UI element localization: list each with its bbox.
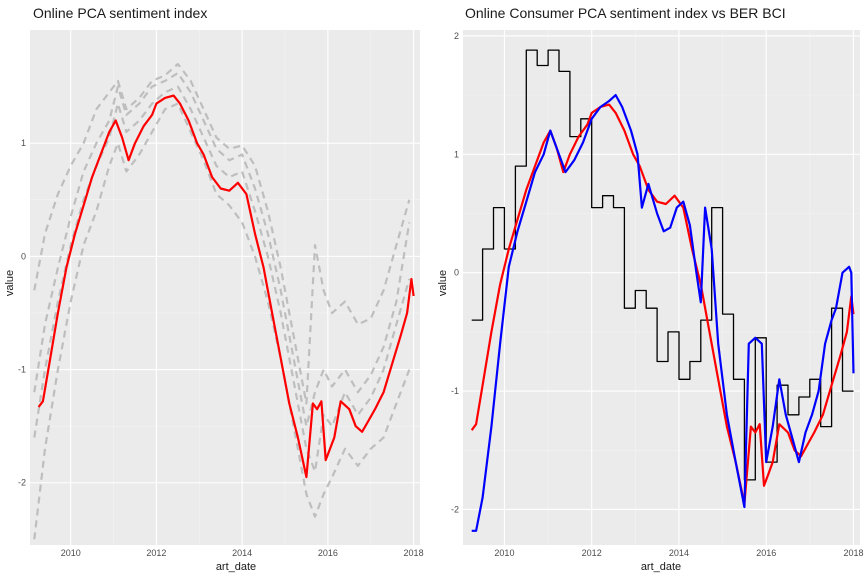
pca-sentiment-panel: 2010 2012 2014 2016 2018 -2 -1 0 1 Online PCA se… [4, 5, 424, 573]
component-line [33, 62, 411, 405]
tick-labels: 2010 2012 2014 2016 2018 -2 -1 0 1 [18, 138, 424, 558]
x-axis-title: art_date [216, 561, 256, 573]
y-axis-title: value [437, 270, 449, 296]
y-tick-label: 1 [454, 149, 459, 159]
grid-lines [30, 30, 420, 545]
y-tick-label: -2 [451, 504, 459, 514]
y-tick-label: 0 [21, 251, 26, 261]
chart-title: Online PCA sentiment index [33, 5, 207, 21]
series-layer [33, 62, 415, 540]
x-axis-title: art_date [641, 561, 681, 573]
y-tick-label: -2 [18, 478, 26, 488]
plot-background [463, 30, 860, 545]
x-tick-label: 2018 [404, 548, 424, 558]
component-line [33, 102, 411, 540]
x-tick-label: 2012 [582, 548, 602, 558]
component-line [33, 85, 411, 473]
y-axis-title: value [4, 270, 16, 296]
index-line [37, 94, 415, 479]
consumer-vs-ber-panel: 2010 2012 2014 2016 2018 -2 -1 0 1 2 Online Consu… [437, 5, 863, 573]
x-tick-label: 2014 [669, 548, 689, 558]
x-tick-label: 2018 [843, 548, 863, 558]
x-tick-label: 2014 [232, 548, 252, 558]
component-line [33, 71, 411, 428]
y-tick-label: 0 [454, 268, 459, 278]
plot-background [30, 30, 420, 545]
consumer-component-line [471, 93, 855, 532]
ber-bci-line [471, 49, 854, 481]
x-tick-label: 2010 [494, 548, 514, 558]
x-tick-label: 2016 [756, 548, 776, 558]
chart-title: Online Consumer PCA sentiment index vs B… [465, 5, 786, 21]
grid-lines [463, 30, 860, 545]
series-layer [470, 49, 855, 532]
y-tick-label: -1 [451, 386, 459, 396]
y-tick-label: 1 [21, 138, 26, 148]
y-tick-label: 2 [454, 31, 459, 41]
x-tick-label: 2012 [146, 548, 166, 558]
x-tick-label: 2010 [61, 548, 81, 558]
y-tick-label: -1 [18, 365, 26, 375]
tick-labels: 2010 2012 2014 2016 2018 -2 -1 0 1 2 [451, 31, 863, 558]
x-tick-label: 2016 [318, 548, 338, 558]
